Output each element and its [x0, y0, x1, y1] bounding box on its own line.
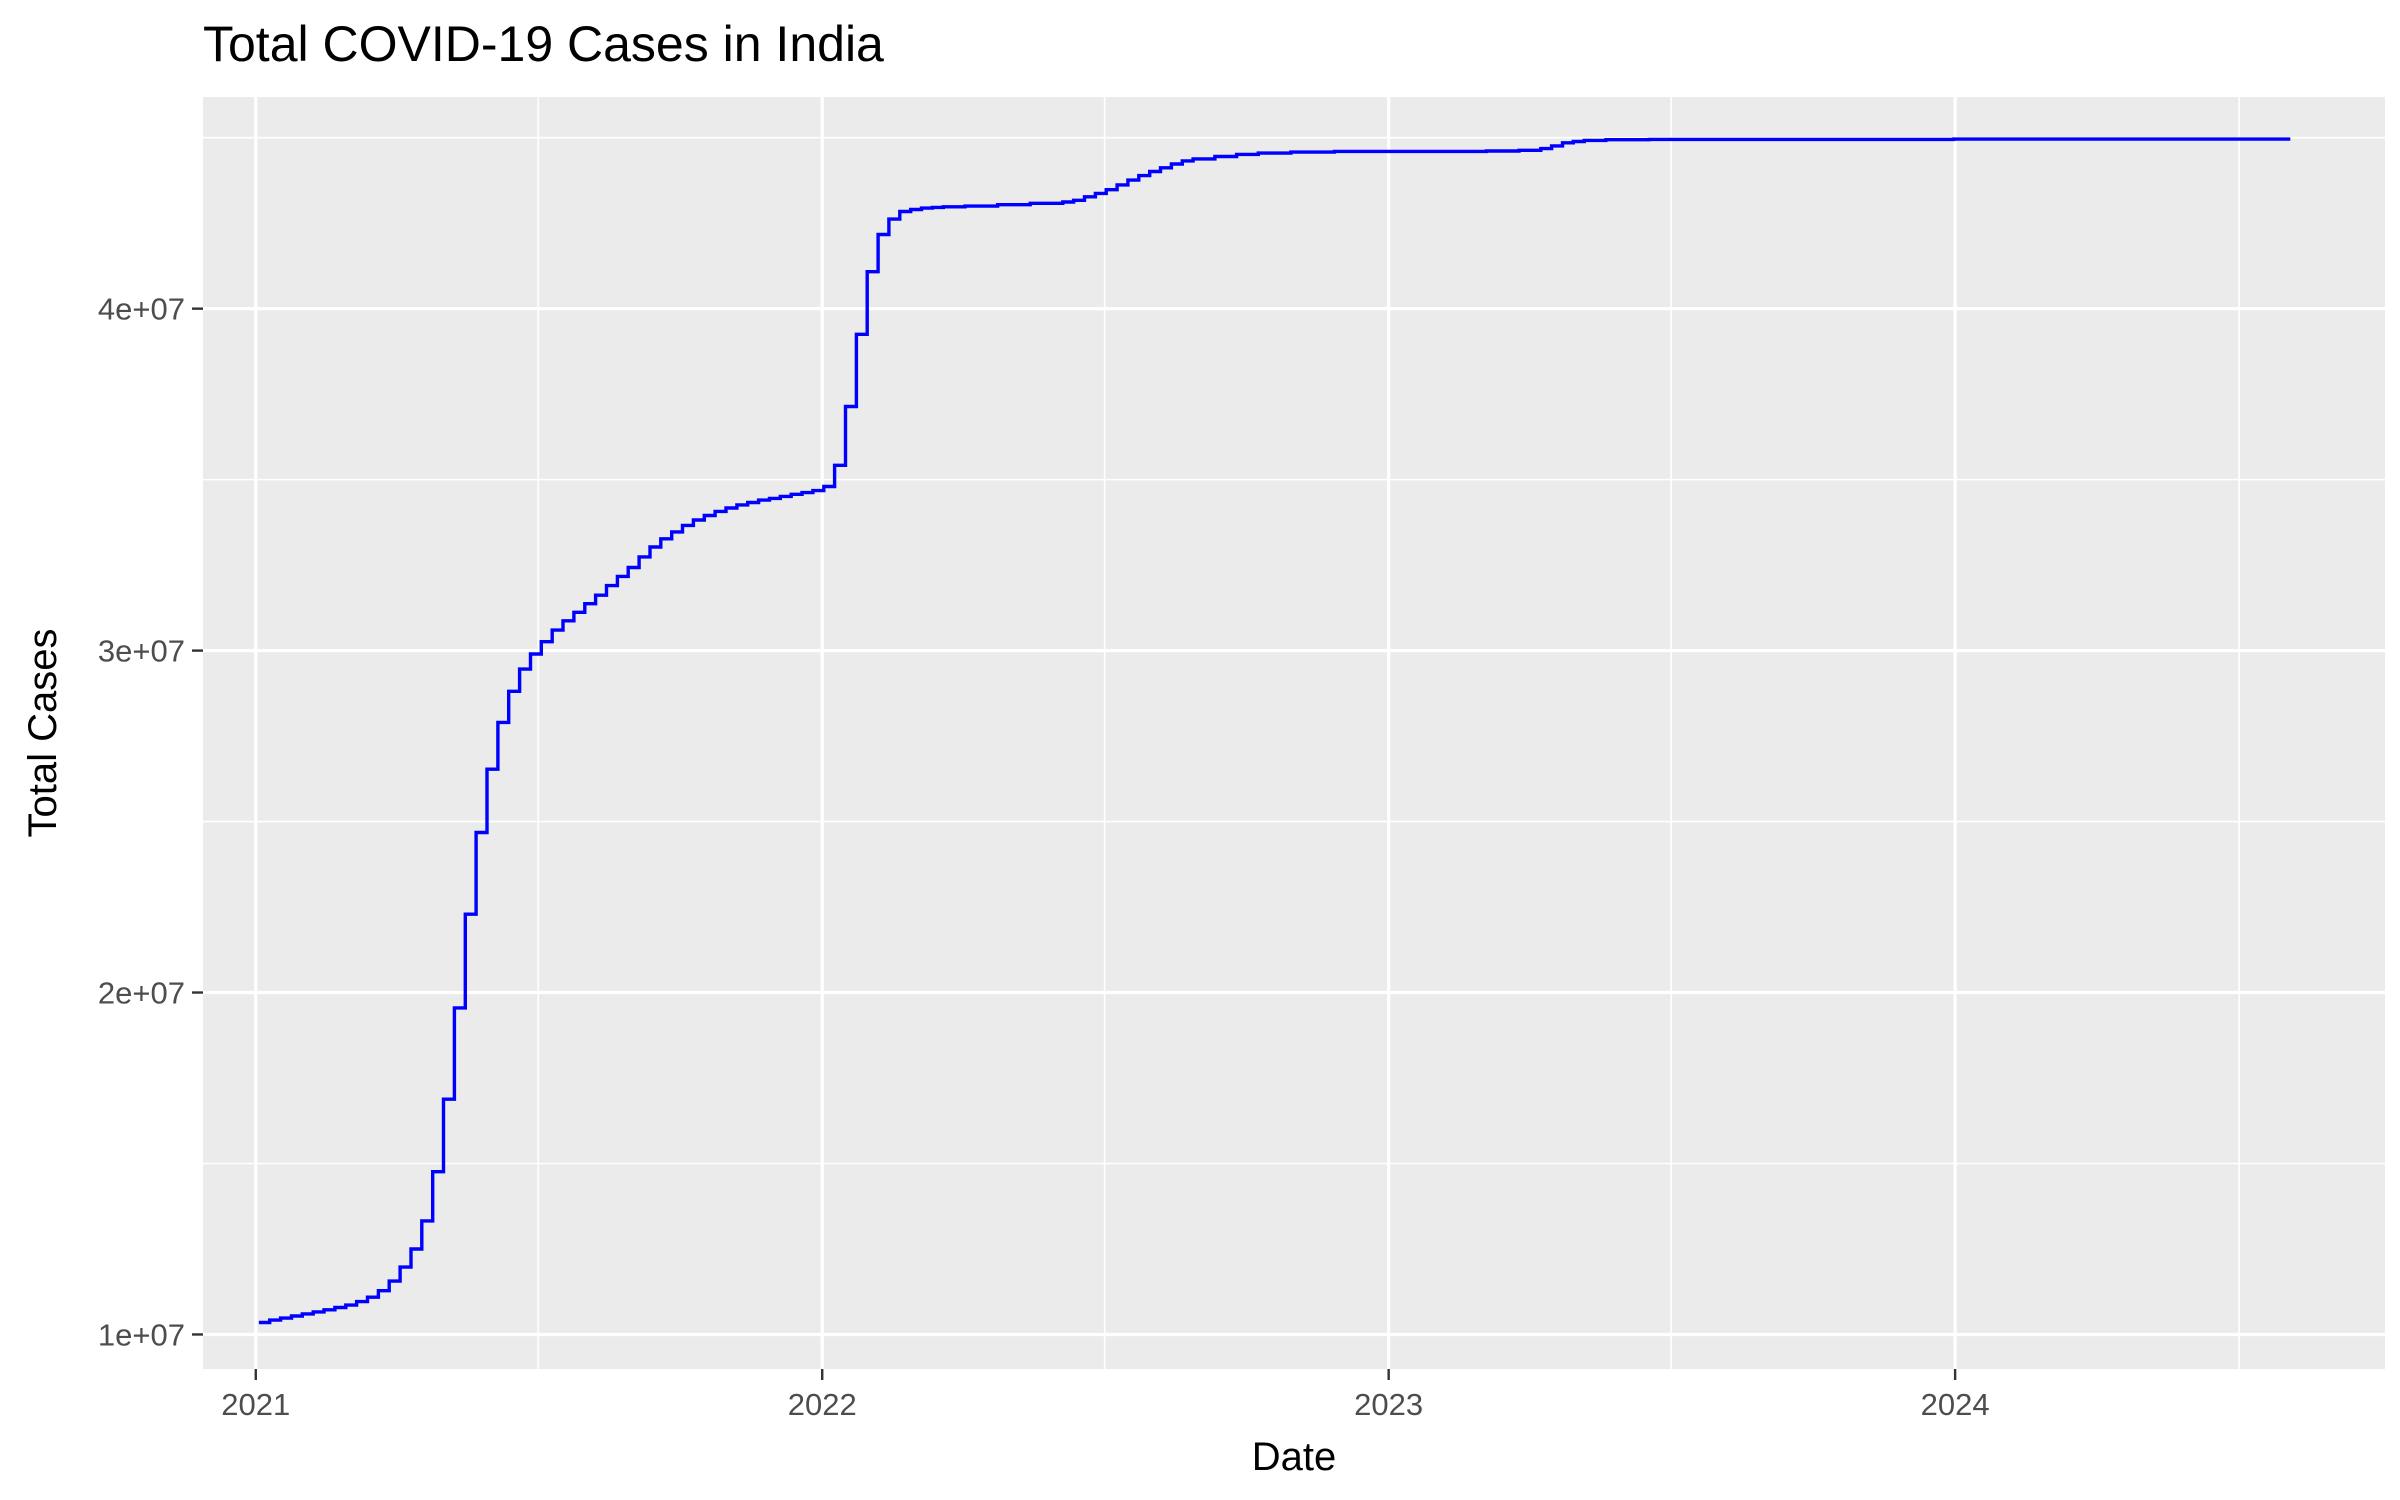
x-tick-label-2021: 2021 [221, 1387, 290, 1422]
y-tick-label-3e+07: 3e+07 [98, 634, 185, 669]
y-axis-title: Total Cases [21, 629, 65, 838]
x-tick-label-2024: 2024 [1921, 1387, 1990, 1422]
x-tick-label-2022: 2022 [788, 1387, 857, 1422]
x-axis-title: Date [1252, 1435, 1337, 1479]
chart-title: Total COVID-19 Cases in India [203, 16, 884, 72]
series-layer [258, 137, 2291, 1325]
y-tick-label-2e+07: 2e+07 [98, 976, 185, 1011]
x-tick-label-2023: 2023 [1354, 1387, 1423, 1422]
series-line-total-cases [258, 137, 2291, 1325]
y-tick-label-1e+07: 1e+07 [98, 1317, 185, 1352]
y-tick-label-4e+07: 4e+07 [98, 292, 185, 327]
y-axis: 1e+07 2e+07 3e+07 4e+07 [98, 292, 203, 1352]
plot-panel [203, 97, 2385, 1369]
major-gridlines [203, 97, 2385, 1369]
x-axis: 2021 2022 2023 2024 [221, 1369, 1990, 1422]
